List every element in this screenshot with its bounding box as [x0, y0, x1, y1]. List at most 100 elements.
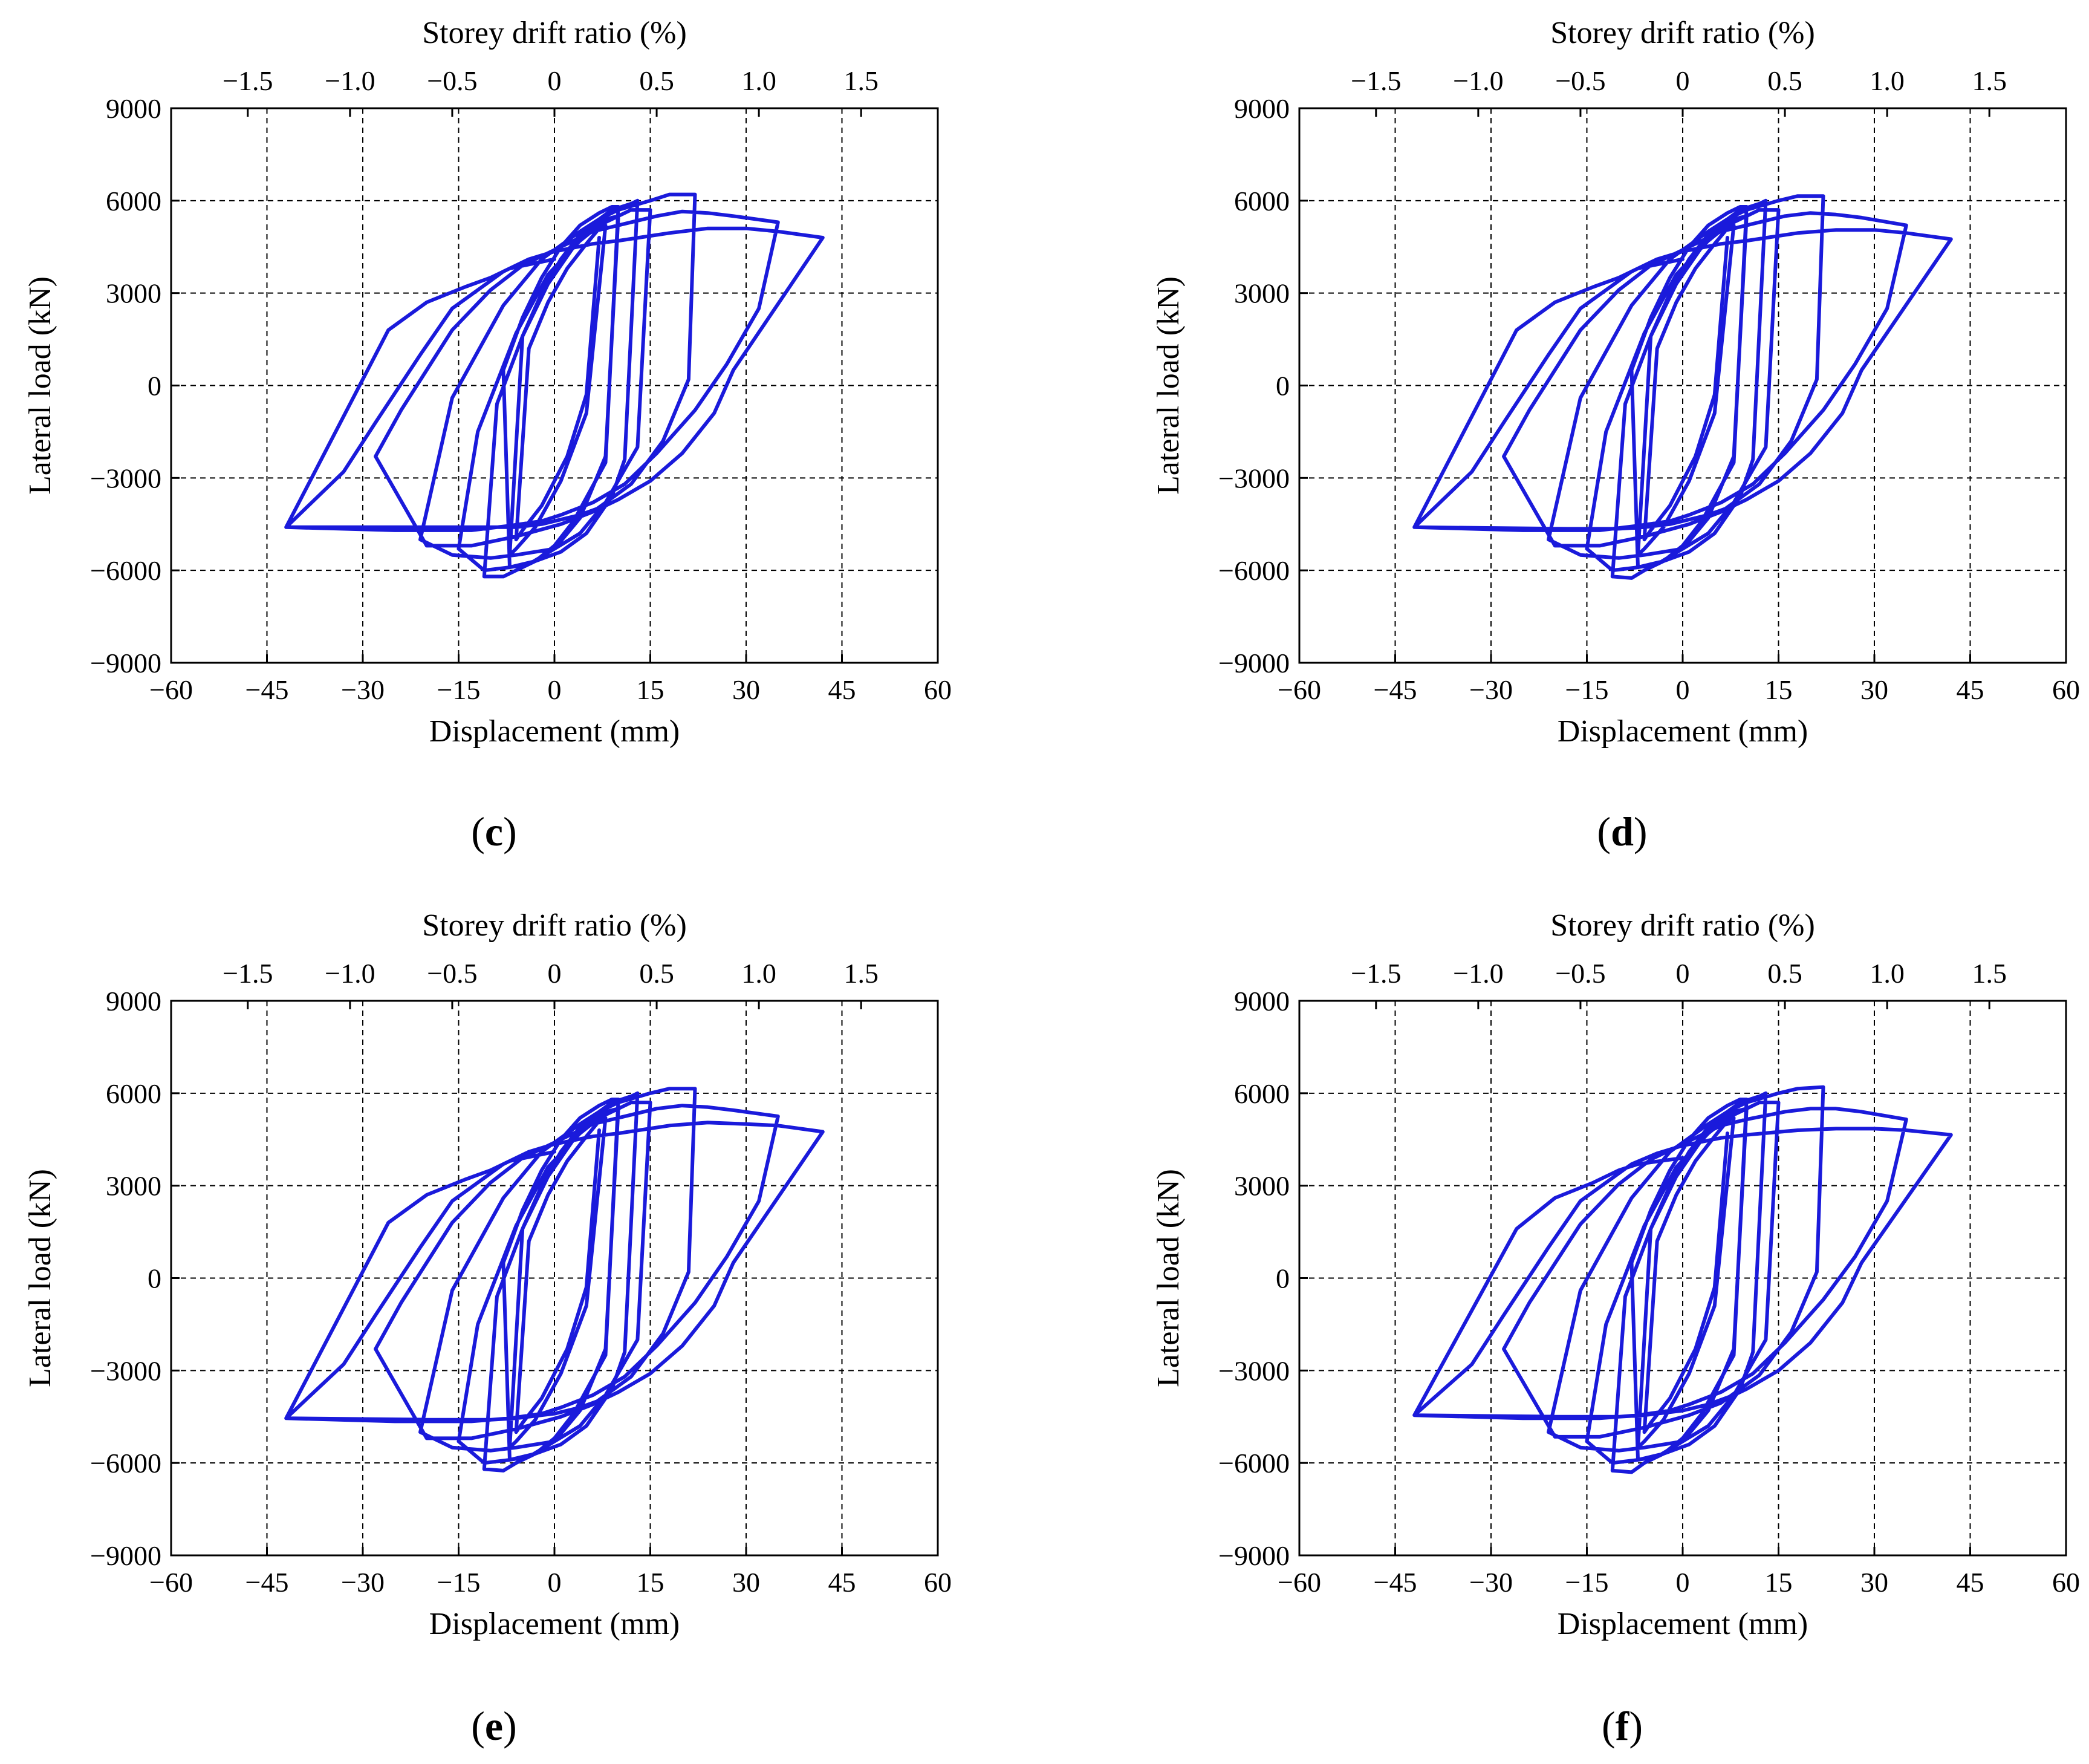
y-tick-label: 6000 — [1234, 1078, 1290, 1109]
panel-label-letter: c — [485, 809, 503, 854]
x-tick-label: −15 — [1565, 1567, 1609, 1598]
x-tick-label: −30 — [341, 1567, 385, 1598]
x2-tick-label: 1.5 — [843, 958, 879, 989]
panel-label-open-paren: ( — [1602, 1703, 1616, 1749]
x-tick-label: −45 — [245, 674, 289, 705]
y-tick-label: −3000 — [90, 1355, 161, 1386]
x2-tick-label: 1.5 — [1972, 65, 2007, 96]
x2-tick-label: −1.0 — [325, 65, 375, 96]
y-tick-label: 6000 — [1234, 186, 1290, 216]
y-tick-label: −9000 — [90, 648, 161, 679]
x-tick-label: 0 — [1676, 674, 1690, 705]
x-axis-label: Displacement (mm) — [1558, 714, 1808, 749]
x-tick-label: 45 — [1957, 1567, 1984, 1598]
x2-tick-label: 1.0 — [1870, 958, 1905, 989]
x-tick-label: 60 — [2052, 674, 2080, 705]
y-tick-label: 3000 — [1234, 1171, 1290, 1202]
x-tick-label: −60 — [1278, 1567, 1321, 1598]
x-tick-label: 30 — [1860, 1567, 1888, 1598]
x-tick-label: −60 — [149, 1567, 193, 1598]
x-tick-label: 60 — [924, 674, 952, 705]
panel-label-close-paren: ) — [1629, 1703, 1643, 1749]
series-line-hysteresis — [1412, 194, 1953, 580]
chart-panel-e: −60 −45 −30 −15 0 15 30 45 60 −9000 −6000 −3000 0 300… — [23, 908, 952, 1749]
panel-label-letter: e — [485, 1703, 503, 1749]
y-tick-label: 9000 — [1234, 93, 1290, 124]
x-tick-label: 15 — [637, 1567, 664, 1598]
y-tick-label: 3000 — [106, 278, 161, 309]
y-axis-label: Lateral load (kN) — [1151, 1169, 1186, 1387]
x2-tick-label: −1.5 — [223, 65, 273, 96]
x2-tick-label: −1.5 — [1351, 958, 1401, 989]
y-tick-label: 9000 — [1234, 986, 1290, 1017]
x-axis-label: Displacement (mm) — [1558, 1607, 1808, 1641]
x2-axis-label: Storey drift ratio (%) — [422, 16, 687, 50]
x2-tick-label: −0.5 — [427, 65, 477, 96]
y-tick-label: −3000 — [90, 463, 161, 493]
panel-label-open-paren: ( — [471, 809, 485, 854]
x2-tick-label: −1.0 — [1453, 958, 1503, 989]
y-tick-label: 0 — [148, 371, 161, 402]
x2-tick-label: −1.5 — [223, 958, 273, 989]
x2-tick-label: 0 — [1676, 958, 1690, 989]
x-tick-label: 30 — [732, 674, 760, 705]
y-tick-label: 9000 — [106, 93, 161, 124]
x-tick-label: 30 — [1860, 674, 1888, 705]
panel-label: (c) — [471, 809, 517, 854]
x2-tick-label: −1.0 — [1453, 65, 1503, 96]
x-tick-label: 45 — [828, 1567, 856, 1598]
x-tick-label: −45 — [1374, 1567, 1417, 1598]
x-tick-label: −30 — [1469, 1567, 1513, 1598]
x2-tick-label: 0.5 — [639, 958, 674, 989]
chart-panel-d: −60 −45 −30 −15 0 15 30 45 60 −9000 −6000 −3000 0 300… — [1151, 16, 2080, 854]
y-tick-label: 6000 — [106, 186, 161, 216]
x2-tick-label: 0 — [548, 65, 562, 96]
x-tick-label: 45 — [1957, 674, 1984, 705]
y-tick-label: −6000 — [90, 555, 161, 586]
panel-label-close-paren: ) — [503, 1703, 517, 1749]
x2-tick-label: 1.0 — [741, 65, 776, 96]
y-tick-label: 3000 — [106, 1171, 161, 1202]
x-tick-label: −15 — [437, 674, 481, 705]
y-tick-label: −9000 — [1218, 1540, 1290, 1571]
x-tick-label: −45 — [1374, 674, 1417, 705]
x2-axis-label: Storey drift ratio (%) — [422, 908, 687, 943]
x2-tick-label: −1.0 — [325, 958, 375, 989]
x2-tick-label: −1.5 — [1351, 65, 1401, 96]
x-tick-label: −30 — [341, 674, 385, 705]
series-line-hysteresis — [284, 192, 825, 579]
x2-tick-label: 0 — [1676, 65, 1690, 96]
panel-label: (f) — [1602, 1703, 1643, 1749]
x-tick-label: 0 — [548, 1567, 562, 1598]
x-tick-label: 60 — [924, 1567, 952, 1598]
y-tick-label: −6000 — [1218, 555, 1290, 586]
y-axis-label: Lateral load (kN) — [23, 276, 57, 495]
x2-tick-label: 0.5 — [1767, 958, 1802, 989]
series-line-hysteresis — [1412, 1085, 1953, 1474]
x2-tick-label: 1.0 — [741, 958, 776, 989]
y-tick-label: 0 — [148, 1263, 161, 1294]
chart-panel-c: −60 −45 −30 −15 0 15 30 45 60 −9000 −6000 −3000 0 300… — [23, 16, 952, 854]
x-tick-label: 0 — [1676, 1567, 1690, 1598]
x2-tick-label: −0.5 — [427, 958, 477, 989]
x2-tick-label: 1.0 — [1870, 65, 1905, 96]
x-tick-label: 60 — [2052, 1567, 2080, 1598]
x2-tick-label: 0.5 — [639, 65, 674, 96]
y-tick-label: 0 — [1276, 371, 1290, 402]
x-tick-label: −15 — [1565, 674, 1609, 705]
x-tick-label: −45 — [245, 1567, 289, 1598]
x2-tick-label: 0 — [548, 958, 562, 989]
x-tick-label: 15 — [1765, 1567, 1793, 1598]
x2-tick-label: −0.5 — [1555, 958, 1605, 989]
y-axis-label: Lateral load (kN) — [1151, 276, 1186, 495]
x2-axis-label: Storey drift ratio (%) — [1550, 16, 1815, 50]
x-axis-label: Displacement (mm) — [429, 1607, 680, 1641]
y-tick-label: −9000 — [90, 1540, 161, 1571]
x-tick-label: 30 — [732, 1567, 760, 1598]
x-tick-label: 15 — [637, 674, 664, 705]
x2-tick-label: 0.5 — [1767, 65, 1802, 96]
y-tick-label: −3000 — [1218, 463, 1290, 493]
x-tick-label: 0 — [548, 674, 562, 705]
chart-panel-f: −60 −45 −30 −15 0 15 30 45 60 −9000 −6000 −3000 0 300… — [1151, 908, 2080, 1749]
